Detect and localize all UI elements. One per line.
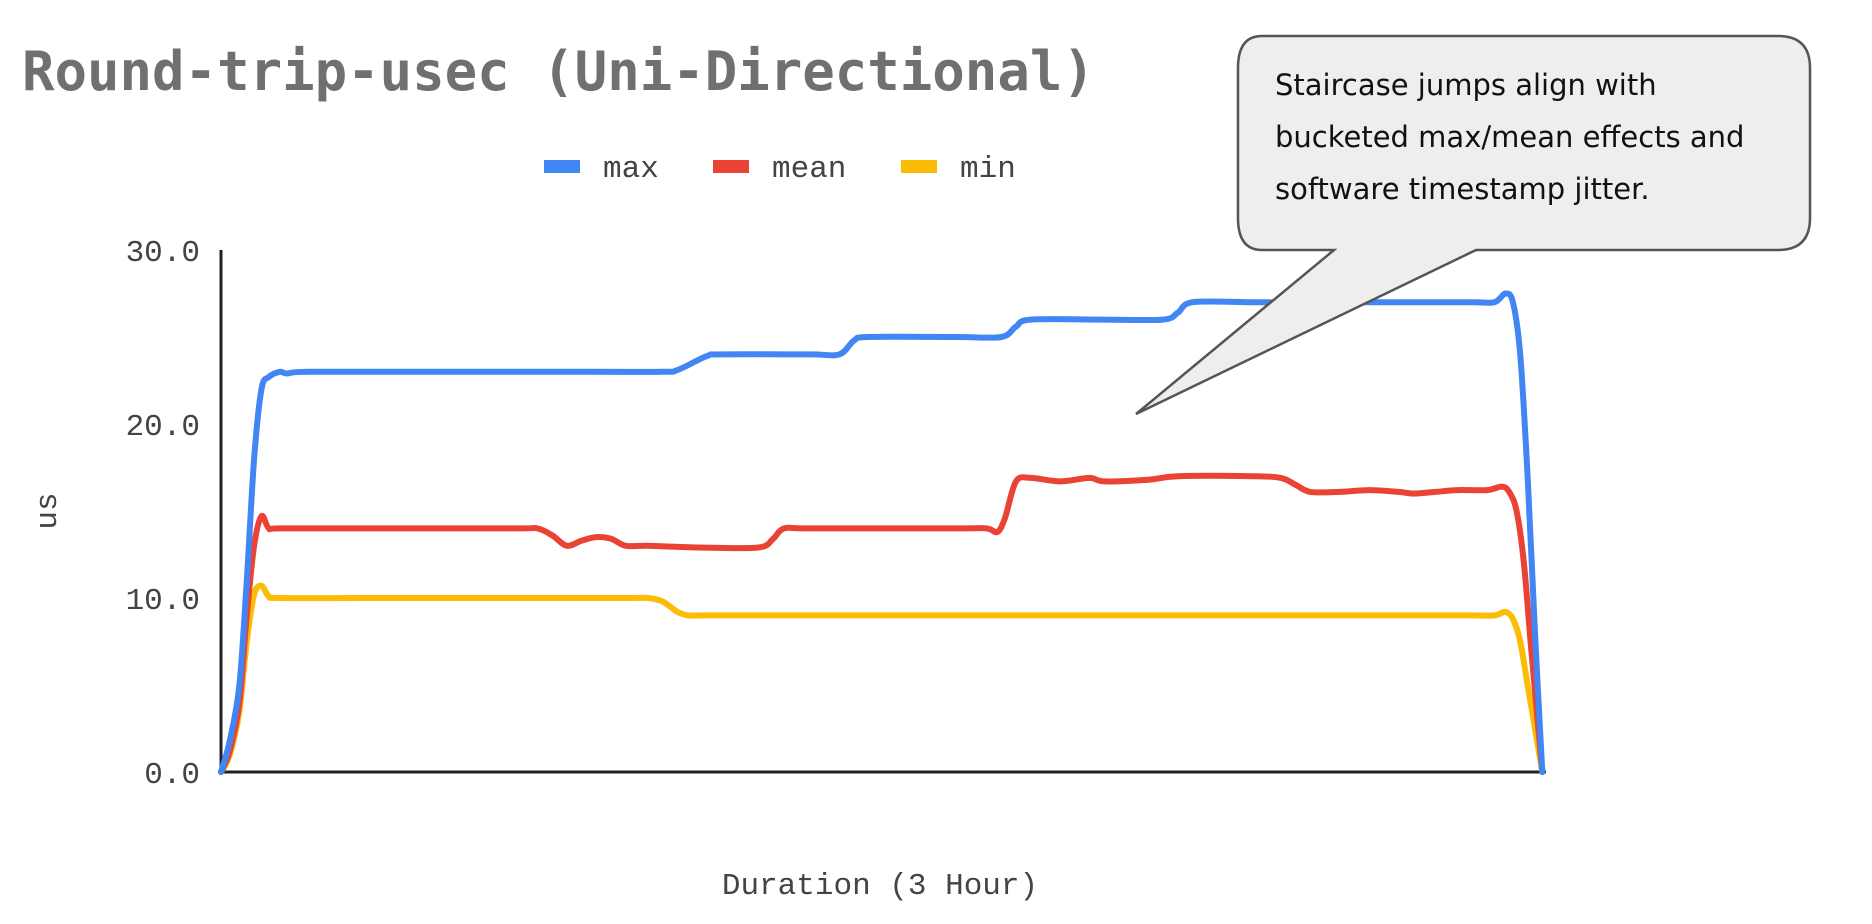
y-tick-label: 30.0 xyxy=(126,236,200,271)
series-line-min xyxy=(218,582,1546,775)
callout-line-2: bucketed max/mean effects and xyxy=(1275,120,1744,154)
callout-text: Staircase jumps align with bucketed max/… xyxy=(1275,68,1754,206)
y-tick-label: 0.0 xyxy=(144,758,200,793)
callout-bubble xyxy=(1135,34,1812,416)
plot-area xyxy=(218,290,1546,775)
legend-label-max: max xyxy=(603,152,659,187)
y-axis-title: us xyxy=(31,492,66,529)
y-tick-label: 10.0 xyxy=(126,584,200,619)
legend-swatch-min xyxy=(901,160,937,173)
x-axis-title: Duration (3 Hour) xyxy=(722,869,1038,904)
annotation-callout: Staircase jumps align with bucketed max/… xyxy=(1135,34,1812,416)
chart-title: Round-trip-usec (Uni-Directional) xyxy=(22,40,1095,103)
series-line-max xyxy=(218,290,1546,775)
callout-line-3: software timestamp jitter. xyxy=(1275,172,1650,206)
legend-swatch-max xyxy=(544,160,580,173)
callout-line-1: Staircase jumps align with xyxy=(1275,68,1657,102)
y-tick-label: 20.0 xyxy=(126,410,200,445)
legend: max mean min xyxy=(544,152,1016,187)
legend-swatch-mean xyxy=(713,160,749,173)
legend-label-mean: mean xyxy=(772,152,846,187)
legend-label-min: min xyxy=(960,152,1016,187)
series-line-mean xyxy=(218,472,1546,775)
y-tick-labels: 0.0 10.0 20.0 30.0 xyxy=(126,236,200,793)
